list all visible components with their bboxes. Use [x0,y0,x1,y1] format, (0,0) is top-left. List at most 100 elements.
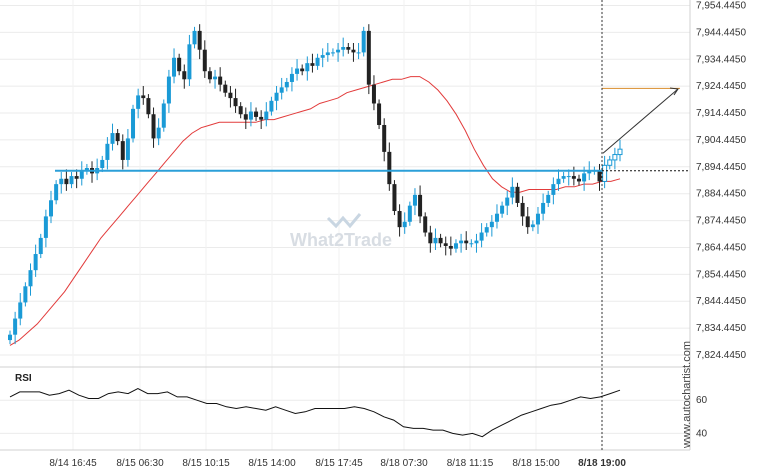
candle-body [141,95,146,99]
candle-body [412,194,417,206]
price-tick-label: 7,854.4450 [696,269,746,280]
candle-body [587,170,592,174]
price-tick-label: 7,894.4450 [696,162,746,173]
price-tick-label: 7,834.4450 [696,323,746,334]
time-axis-labels: 8/14 16:45 8/15 06:30 8/15 10:15 8/15 14:00… [49,458,626,469]
candle-body [38,237,43,255]
price-tick-label: 7,914.4450 [696,108,746,119]
candle-body [187,44,192,80]
arrowhead-icon [669,87,679,96]
candle-body [243,114,248,120]
candle-body [571,176,576,179]
candle-body [361,30,366,53]
price-tick-label: 7,954.4450 [696,1,746,12]
candle-body [453,243,458,249]
candle-body [23,286,28,303]
candle-body [264,111,269,120]
watermark-logo: What2Trade [290,213,392,250]
candle-body [43,216,48,238]
candle-body [115,133,120,142]
price-tick-label: 7,924.4450 [696,81,746,92]
time-tick-label: 8/14 16:45 [49,458,97,469]
candle-body [479,232,484,241]
candle-body [172,57,177,77]
candle-body [248,111,253,120]
candle-body [576,178,581,182]
candle-body [228,92,233,99]
candle-body [161,103,166,128]
candle-body [500,205,505,214]
projection-arrow [602,88,679,154]
site-credit: www.autochartist.com [681,341,693,449]
candle-body [433,237,438,244]
candle-body [371,84,376,104]
candle-body [223,84,228,93]
price-axis-labels: 7,954.4450 7,944.4450 7,934.4450 7,924.4450… [696,1,746,362]
candle-body [597,170,602,182]
candle-body [484,227,489,233]
candle-body [177,57,182,72]
candle-body [136,95,141,109]
candle-body [213,76,218,80]
price-tick-label: 7,904.4450 [696,135,746,146]
price-tick-label: 7,864.4450 [696,242,746,253]
candle-body [295,68,300,74]
candle-body [525,216,530,228]
candle-body [556,178,561,185]
candle-body [238,106,243,115]
candle-body [33,254,38,271]
candle-body [464,240,469,244]
candle-body [279,87,284,93]
candle-body [320,55,325,58]
candle-body [612,154,618,161]
candle-body [192,30,197,45]
candle-body [110,133,115,144]
candle-body [459,240,464,244]
candle-body [59,178,64,185]
candles [8,24,623,345]
candle-body [407,205,412,222]
candle-body [146,98,151,115]
candle-body [402,221,407,228]
candle-body [13,318,18,335]
candle-body [254,111,259,117]
candle-body [197,30,202,50]
time-tick-label: 8/15 17:45 [315,458,363,469]
candle-body [125,138,130,160]
candle-body [530,224,535,228]
candle-body [84,168,89,171]
price-tick-label: 7,844.4450 [696,296,746,307]
candle-body [351,49,356,53]
price-tick-label: 7,874.4450 [696,216,746,227]
rsi-tick-label: 40 [696,428,708,439]
candle-body [469,243,474,245]
rsi-grid [0,399,690,434]
candle-body [151,114,156,139]
candle-body [166,76,171,104]
candle-body [520,202,525,217]
price-grid [0,0,690,450]
candle-body [259,116,264,120]
watermark-icon [326,213,362,229]
candle-body [274,92,279,101]
candle-body [289,73,294,82]
time-tick-label: 8/15 10:15 [182,458,230,469]
candle-body [474,240,479,244]
candle-body [69,176,74,185]
candle-body [284,81,289,88]
time-tick-label: 8/18 11:15 [447,458,494,469]
candle-body [218,76,223,85]
candle-body [489,221,494,228]
candle-body [182,71,187,80]
candle-body [336,49,341,53]
candle-body [49,200,54,217]
candle-body [54,184,59,201]
rsi-tick-label: 60 [696,395,708,406]
candle-body [535,213,540,225]
price-tick-label: 7,934.4450 [696,54,746,65]
candle-body [617,148,623,156]
candle-body [418,194,423,217]
candle-body [202,49,207,72]
candle-body [541,202,546,214]
